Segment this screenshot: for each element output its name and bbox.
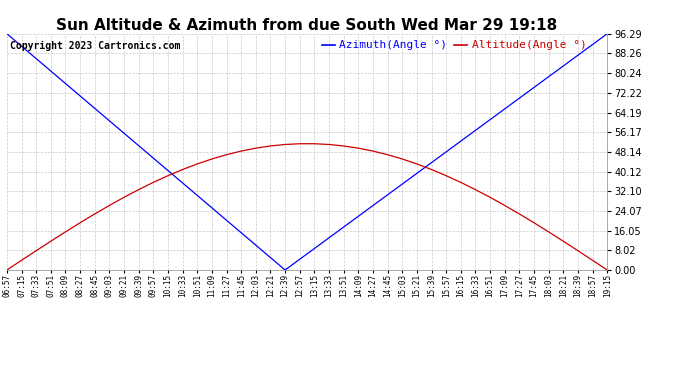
Title: Sun Altitude & Azimuth from due South Wed Mar 29 19:18: Sun Altitude & Azimuth from due South We… [57, 18, 558, 33]
Text: Copyright 2023 Cartronics.com: Copyright 2023 Cartronics.com [10, 41, 180, 51]
Legend: Azimuth(Angle °), Altitude(Angle °): Azimuth(Angle °), Altitude(Angle °) [322, 40, 586, 51]
